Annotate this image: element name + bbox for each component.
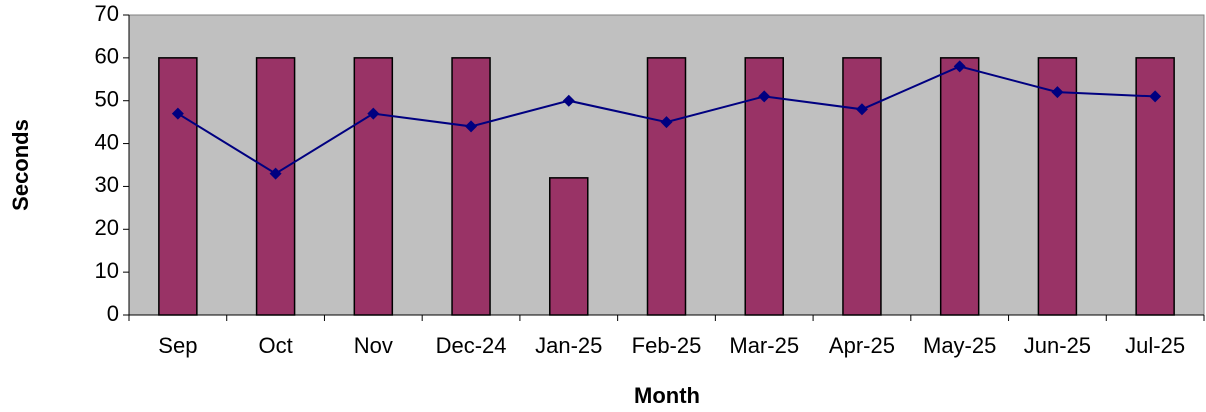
bar <box>1037 57 1078 316</box>
y-tick-label: 30 <box>95 172 119 197</box>
x-tick-label: Mar-25 <box>729 333 799 358</box>
x-tick-label: Dec-24 <box>436 333 507 358</box>
bar <box>549 177 589 316</box>
x-tick-label: May-25 <box>923 333 996 358</box>
y-tick-label: 10 <box>95 258 119 283</box>
marker <box>660 116 673 129</box>
x-tick-label: Jan-25 <box>535 333 602 358</box>
marker <box>855 103 868 116</box>
y-axis-title: Seconds <box>8 119 33 211</box>
x-tick-label: Feb-25 <box>632 333 702 358</box>
y-tick-label: 70 <box>95 1 119 26</box>
x-tick-label: Nov <box>354 333 393 358</box>
bar <box>158 57 198 316</box>
marker <box>1149 90 1162 103</box>
bar <box>255 57 296 316</box>
marker <box>562 94 575 107</box>
y-tick-label: 0 <box>107 301 119 326</box>
bar <box>353 57 394 316</box>
x-tick-label: Jun-25 <box>1024 333 1091 358</box>
bar <box>646 57 687 316</box>
marker <box>1051 86 1064 99</box>
marker <box>953 60 966 73</box>
y-tick-label: 20 <box>95 215 119 240</box>
x-axis-title: Month <box>634 383 700 408</box>
x-tick-label: Apr-25 <box>829 333 895 358</box>
marker <box>367 107 380 120</box>
x-tick-label: Sep <box>158 333 197 358</box>
marker <box>465 120 478 133</box>
y-tick-label: 40 <box>95 129 119 154</box>
marker <box>758 90 771 103</box>
x-tick-label: Oct <box>258 333 292 358</box>
x-tick-label: Jul-25 <box>1125 333 1185 358</box>
y-tick-label: 50 <box>95 87 119 112</box>
bar <box>939 57 980 316</box>
marker <box>269 167 282 180</box>
y-tick-label: 60 <box>95 44 119 69</box>
marker <box>171 107 184 120</box>
bar <box>451 57 491 316</box>
bar <box>842 57 882 316</box>
